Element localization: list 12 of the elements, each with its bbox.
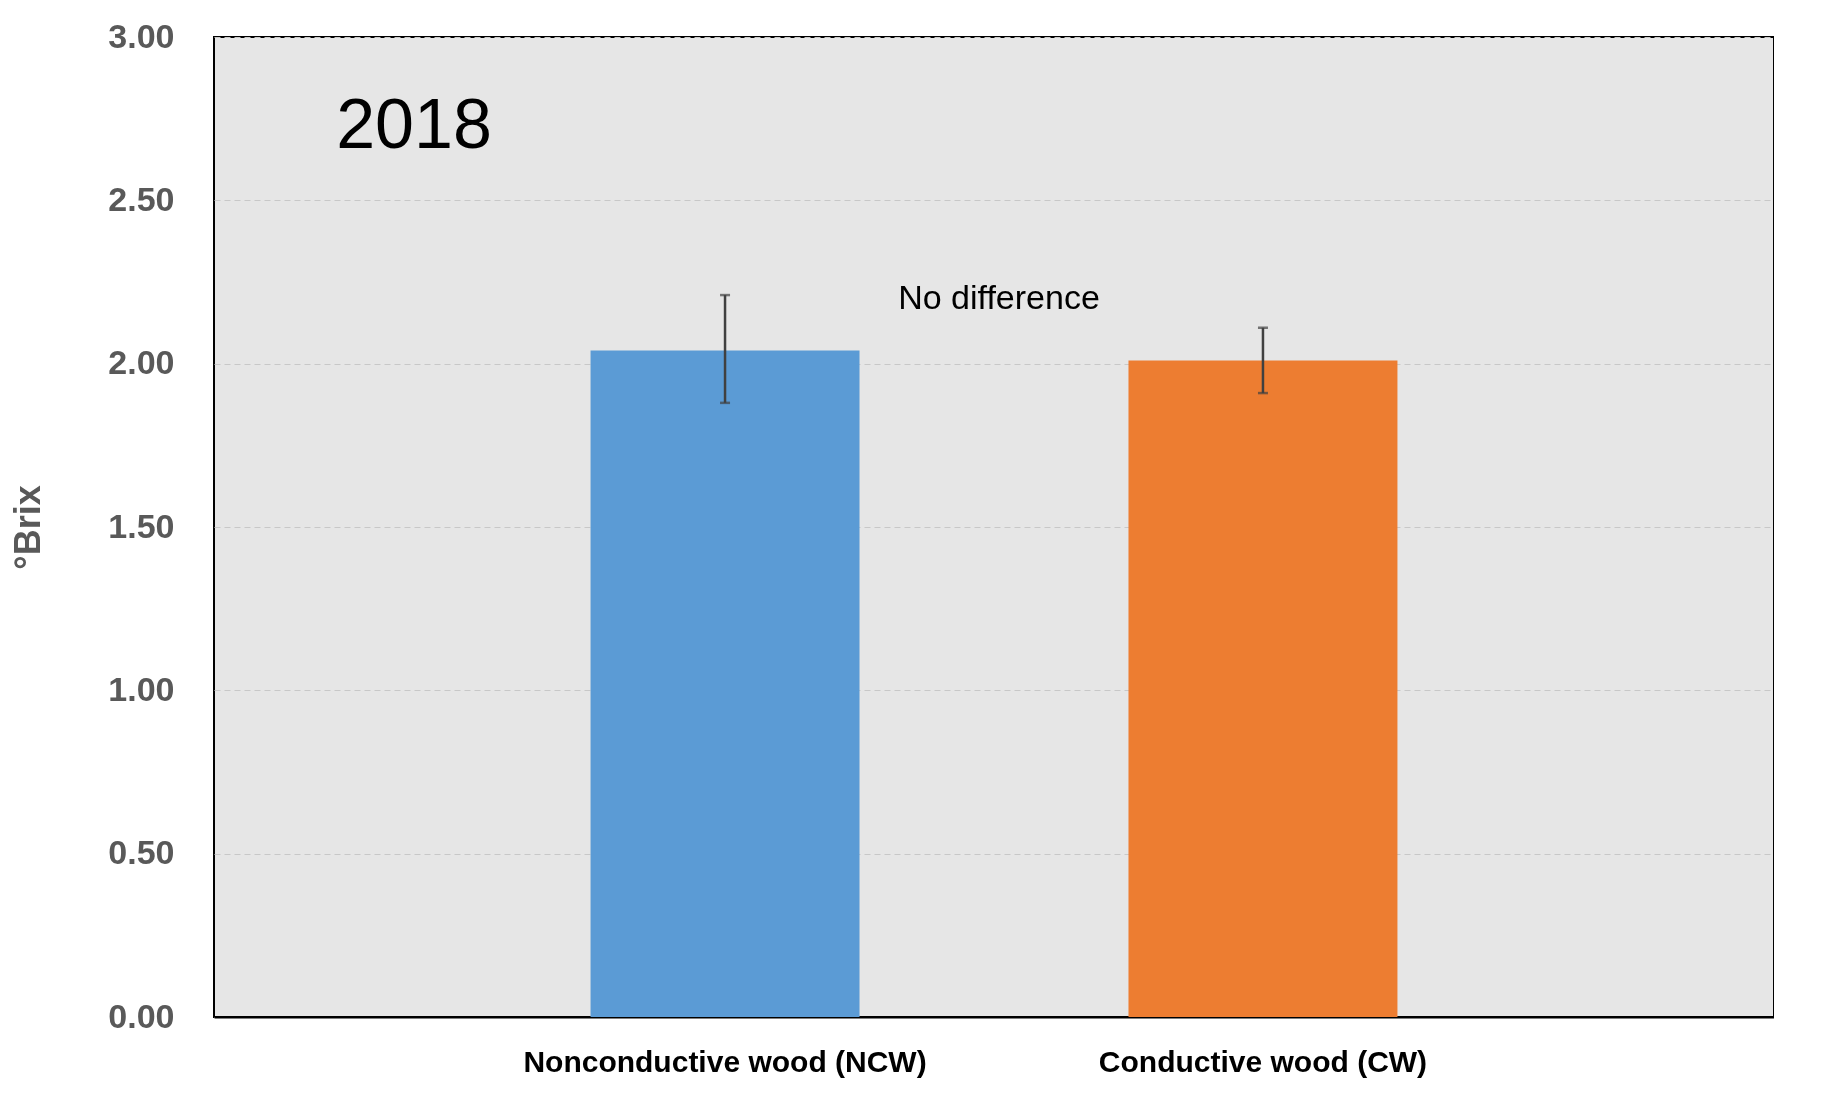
y-tick-label: 1.50 — [108, 506, 175, 545]
annotation: No difference — [898, 278, 1100, 316]
y-tick-label: 2.00 — [108, 343, 175, 382]
annotation: 2018 — [336, 85, 492, 163]
y-axis-title: °Brix — [7, 485, 49, 570]
x-tick-label: Conductive wood (CW) — [1098, 1044, 1428, 1078]
y-tick-label: 2.50 — [108, 179, 175, 218]
y-tick-label: 0.50 — [108, 833, 175, 872]
y-tick-label: 0.00 — [108, 996, 175, 1035]
y-tick-label: 1.00 — [108, 669, 175, 708]
x-tick-label: Nonconductive wood (NCW) — [523, 1044, 927, 1078]
y-tick-label: 3.00 — [108, 16, 175, 55]
